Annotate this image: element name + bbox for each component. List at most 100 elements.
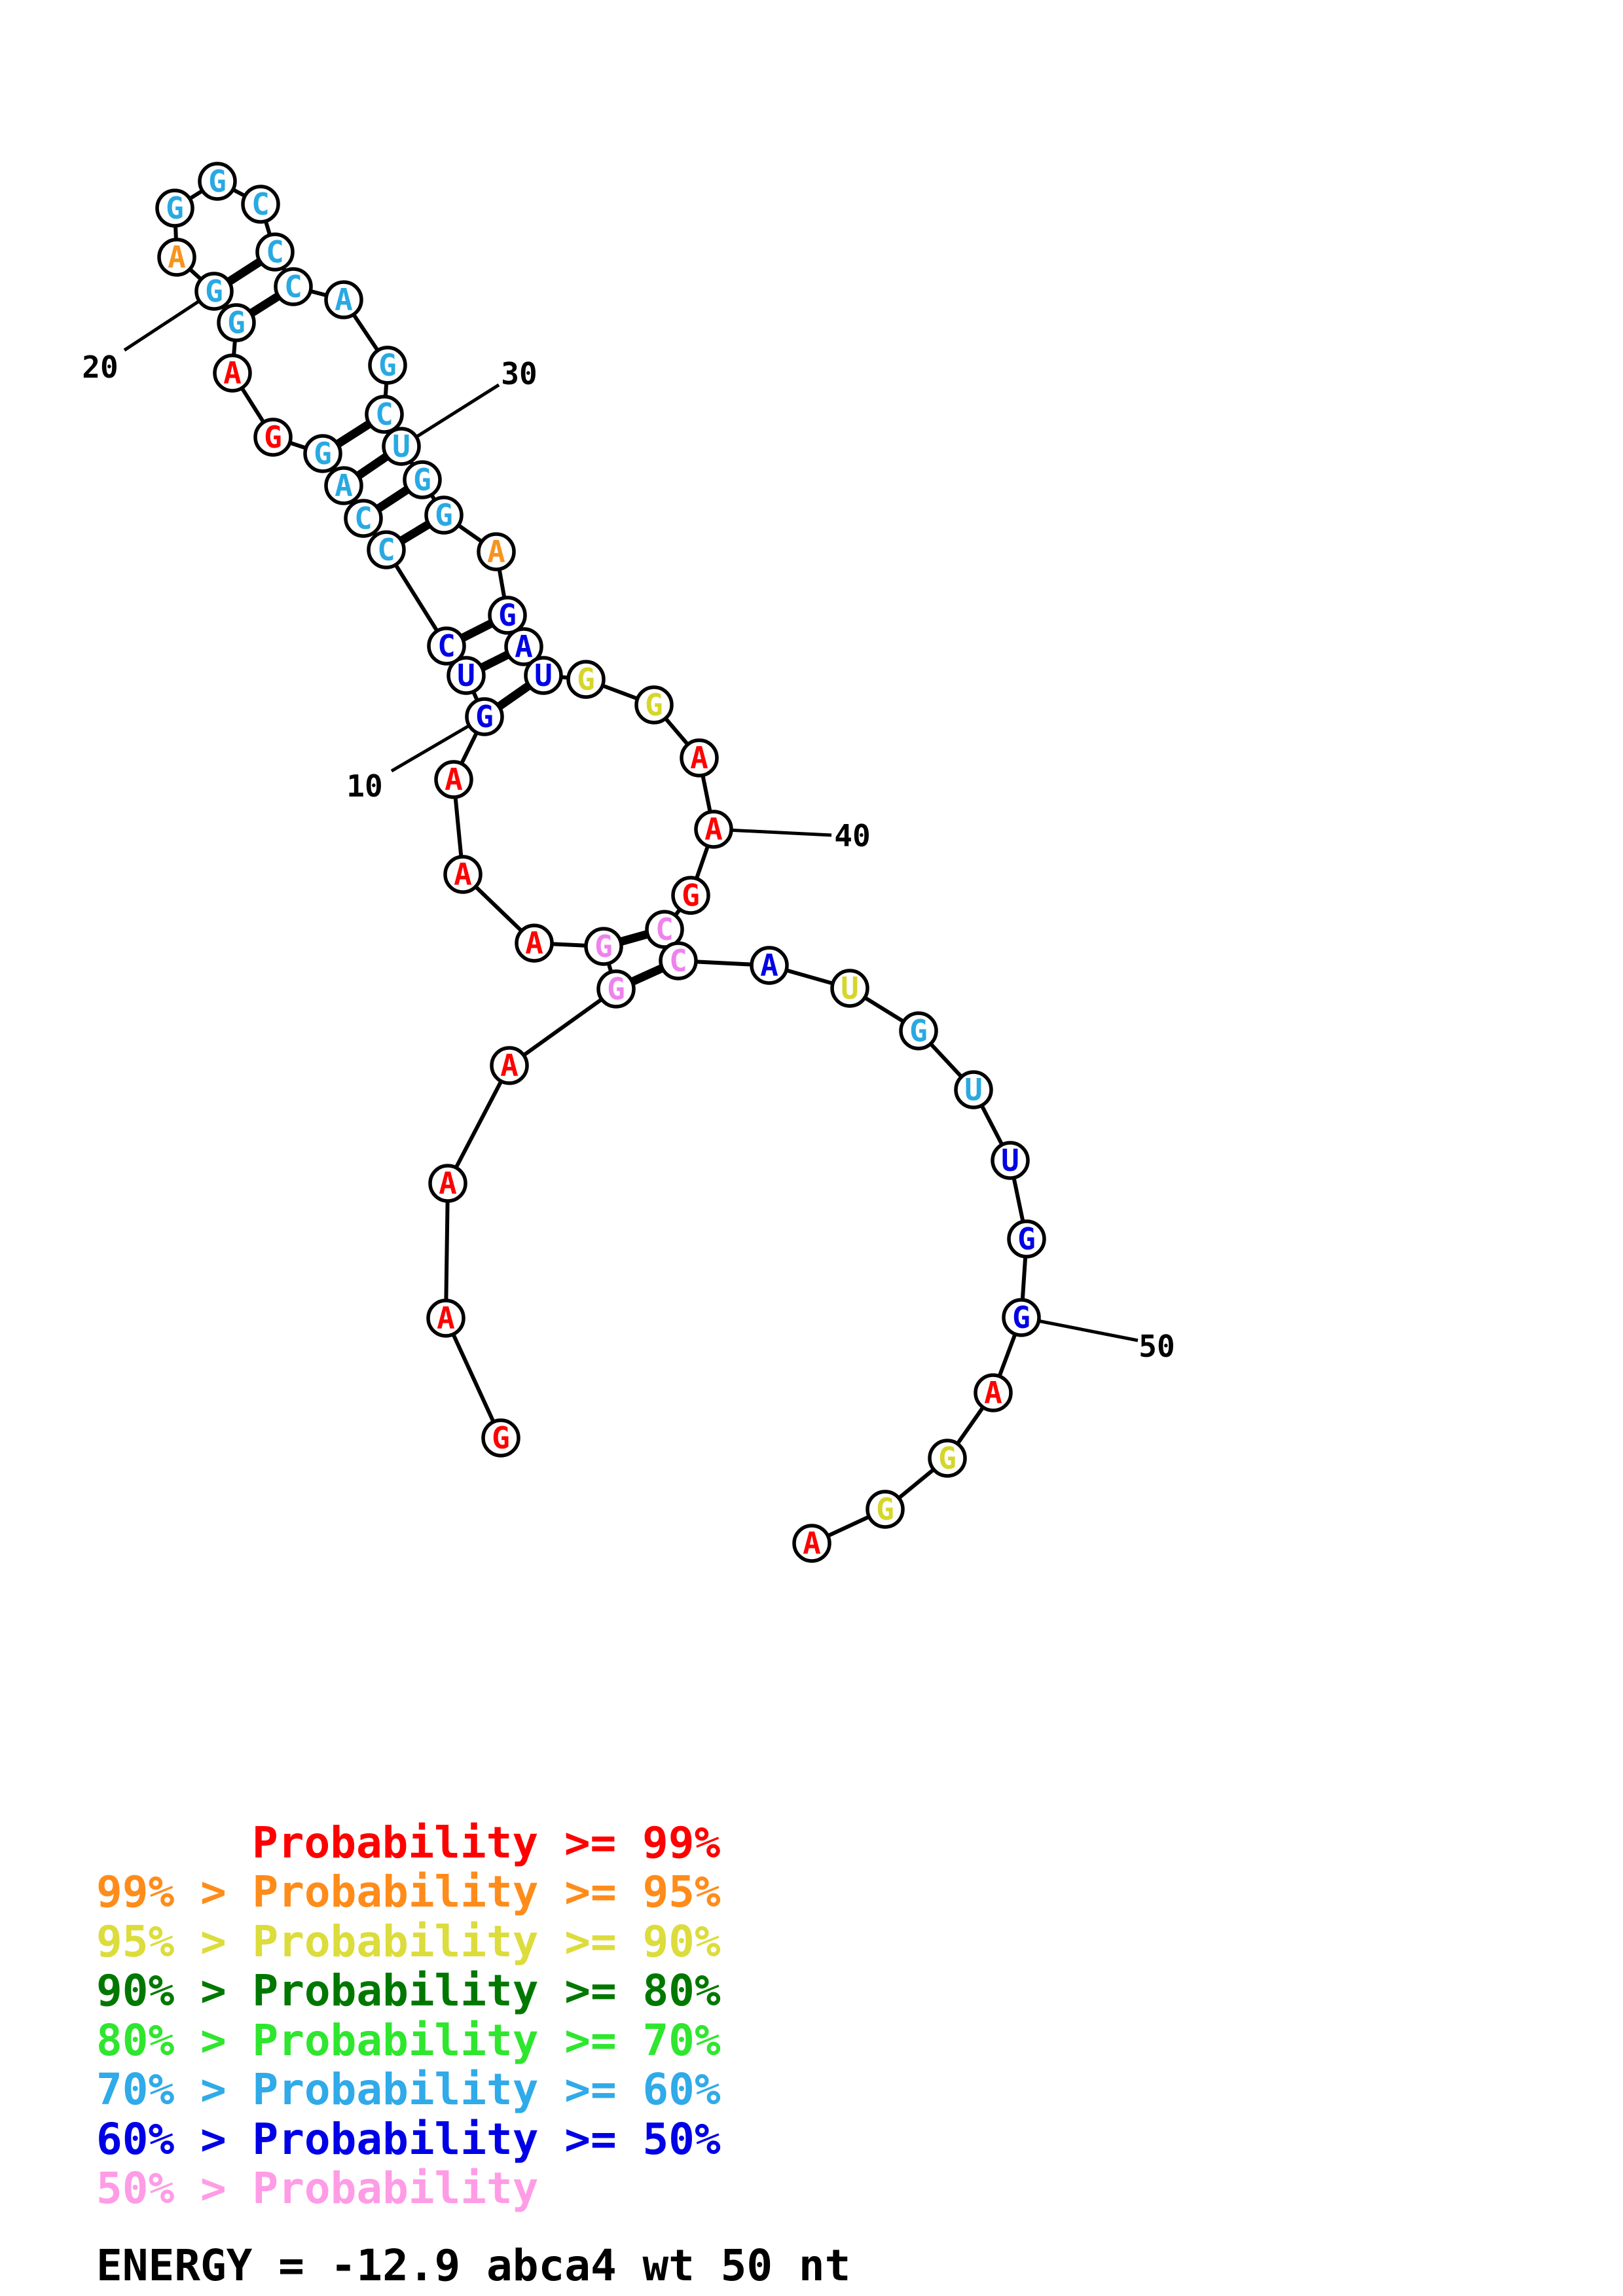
legend-line-50: 60% > Probability >= 50% <box>96 2114 721 2164</box>
label-leader-line <box>1021 1316 1139 1342</box>
nucleotide-circle <box>750 946 789 985</box>
position-label: 30 <box>501 356 537 391</box>
nucleotide-circle <box>324 280 363 319</box>
backbone-bond <box>444 1317 503 1439</box>
backbone-bond <box>446 1064 511 1185</box>
nucleotide-letter: C <box>669 943 687 978</box>
nucleotide-circle <box>155 188 194 228</box>
nucleotide-circle <box>274 267 313 306</box>
legend-line-95: 99% > Probability >= 95% <box>96 1867 721 1917</box>
nucleotide-letter: C <box>437 628 456 664</box>
nucleotide-circle <box>866 1490 905 1529</box>
nucleotide-letter: G <box>577 662 595 697</box>
nucleotide-letter: C <box>375 397 393 432</box>
nucleotide-circle <box>1007 1219 1046 1259</box>
nucleotide-letter: A <box>168 240 186 275</box>
nucleotide-circle <box>954 1070 993 1109</box>
nucleotide-letter: C <box>266 234 284 270</box>
nucleotide-letter: G <box>498 598 517 633</box>
legend-line-lt50: 50% > Probability <box>96 2163 539 2214</box>
probability-legend: Probability >= 99% 99% > Probability >= … <box>96 1818 721 2214</box>
position-label: 20 <box>82 350 118 385</box>
nucleotide-circle <box>991 1141 1030 1180</box>
nucleotide-letter: G <box>166 190 184 226</box>
nucleotide-letter: C <box>655 912 674 947</box>
nucleotide-letter: G <box>1012 1300 1030 1335</box>
nucleotide-circle <box>324 466 363 505</box>
nucleotide-circle <box>792 1524 831 1563</box>
nucleotide-letter: U <box>1001 1143 1019 1178</box>
nucleotide-letter: C <box>377 532 395 567</box>
nucleotide-letter: C <box>251 187 270 222</box>
nucleotide-circle <box>671 876 710 915</box>
nucleotide-letter: A <box>984 1375 1002 1410</box>
nucleotide-circle <box>365 395 404 434</box>
nucleotide-circle <box>680 738 719 778</box>
nucleotide-letter: G <box>1017 1221 1036 1257</box>
label-leader-line <box>713 827 832 837</box>
nucleotide-letter: A <box>454 857 472 892</box>
nucleotide-circle <box>1002 1298 1041 1337</box>
nucleotide-letter: G <box>645 687 663 723</box>
nucleotide-letter: U <box>392 429 410 464</box>
nucleotide-circle <box>481 1418 520 1458</box>
nucleotide-circle <box>974 1373 1013 1412</box>
nucleotide-letter: A <box>335 282 353 317</box>
nucleotide-letter: A <box>223 355 242 391</box>
nucleotide-letter: G <box>264 420 282 455</box>
nucleotide-circle <box>217 303 256 342</box>
nucleotide-circle <box>830 969 869 1008</box>
nucleotide-circle <box>488 596 527 635</box>
nucleotide-circle <box>443 855 483 894</box>
nucleotide-circle <box>524 656 563 695</box>
position-label: 40 <box>834 818 870 853</box>
nucleotide-circle <box>427 626 466 666</box>
nucleotide-letter: A <box>704 812 723 847</box>
nucleotide-circle <box>428 1164 467 1203</box>
nucleotide-letter: A <box>760 948 778 983</box>
nucleotide-circle <box>303 434 342 473</box>
nucleotide-letter: G <box>378 348 397 383</box>
nucleotide-letter: U <box>841 971 859 1006</box>
nucleotide-circle <box>424 495 464 535</box>
nucleotide-circle <box>566 660 606 699</box>
backbone-bonds <box>173 179 1029 1545</box>
nucleotide-letter: G <box>607 971 625 1007</box>
legend-line-70: 80% > Probability >= 70% <box>96 2015 721 2066</box>
nucleotide-letter: G <box>413 462 431 497</box>
nucleotide-letter: A <box>335 468 353 503</box>
nucleotide-circle <box>198 162 237 201</box>
backbone-bond <box>444 1183 450 1319</box>
nucleotide-circle <box>596 969 636 1009</box>
nucleotide-letter: A <box>445 762 463 797</box>
nucleotide-circle <box>928 1439 967 1478</box>
nucleotide-circle <box>490 1046 529 1085</box>
nucleotide-letter: G <box>682 878 700 913</box>
nucleotide-letter: A <box>803 1526 821 1561</box>
nucleotide-circle <box>255 232 295 272</box>
legend-line-60: 70% > Probability >= 60% <box>96 2064 721 2115</box>
nucleotide-letter: C <box>284 269 302 304</box>
legend-line-80: 90% > Probability >= 80% <box>96 1965 721 2016</box>
nucleotide-letter: G <box>205 274 223 309</box>
nucleotide-letter: G <box>314 436 332 471</box>
nucleotide-letter: G <box>208 164 227 199</box>
nucleotide-circle <box>447 656 486 695</box>
position-label: 10 <box>346 768 382 804</box>
nucleotide-letter: A <box>487 534 505 569</box>
nucleotide-circle <box>367 530 406 569</box>
nucleotide-circle <box>403 460 442 499</box>
nucleotide-circle <box>213 353 252 393</box>
nucleotide-letter: G <box>876 1492 894 1527</box>
backbone-bond <box>508 987 617 1067</box>
nucleotide-letter: G <box>938 1441 957 1476</box>
nucleotide-letter: U <box>964 1072 983 1107</box>
nucleotide-circle <box>515 924 554 963</box>
nucleotide-letter: A <box>439 1166 457 1201</box>
nucleotide-letter: C <box>354 501 373 536</box>
nucleotide-circle <box>157 238 196 277</box>
nucleotide-letter: A <box>437 1300 455 1336</box>
nucleotide-circle <box>634 685 674 725</box>
